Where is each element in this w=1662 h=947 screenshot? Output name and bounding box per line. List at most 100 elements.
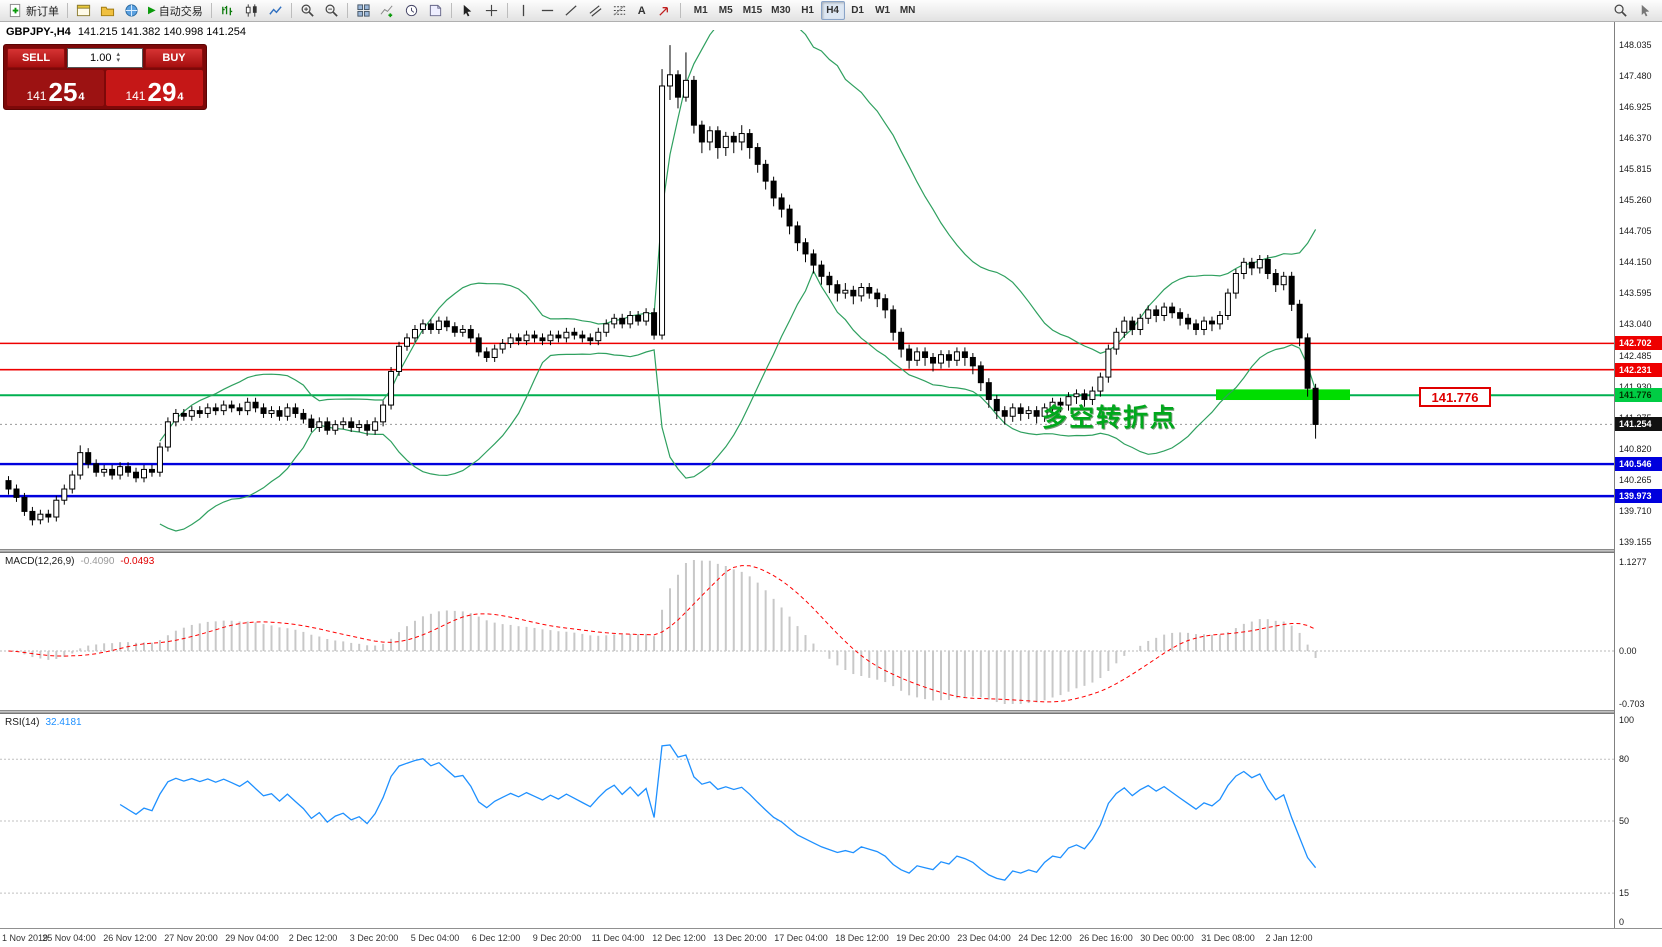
timeframe-d1-button[interactable]: D1 xyxy=(846,1,870,20)
horizontal-line-tool-button[interactable] xyxy=(536,1,559,20)
price-tick: 140.265 xyxy=(1619,474,1652,485)
rsi-tick: 0 xyxy=(1619,917,1625,927)
highlight-rectangle[interactable] xyxy=(1216,389,1350,401)
time-label: 13 Dec 20:00 xyxy=(713,933,767,943)
bollinger-bands xyxy=(159,30,1317,532)
vertical-line-tool-button[interactable] xyxy=(512,1,535,20)
line-chart-button[interactable] xyxy=(264,1,287,20)
price-tick: 148.035 xyxy=(1619,39,1652,50)
buy-price-base: 141 xyxy=(125,88,146,103)
candlestick-chart-button[interactable] xyxy=(240,1,263,20)
volume-value: 1.00 xyxy=(90,52,112,64)
charts-button[interactable] xyxy=(72,1,95,20)
sell-price[interactable]: 141 25 4 xyxy=(7,70,104,106)
indicators-button[interactable] xyxy=(376,1,399,20)
templates-icon xyxy=(429,4,441,17)
price-level-label[interactable]: 141.776 xyxy=(1419,387,1491,407)
sell-button[interactable]: SELL xyxy=(7,48,65,68)
price-tick: 146.925 xyxy=(1619,101,1652,112)
line-chart-icon xyxy=(269,6,282,15)
timeframe-w1-button[interactable]: W1 xyxy=(871,1,895,20)
horizontal-level-lines[interactable] xyxy=(0,342,1614,498)
profiles-button[interactable] xyxy=(96,1,119,20)
price-tick: 139.710 xyxy=(1619,505,1652,516)
toolbar-separator xyxy=(679,3,681,18)
periods-button[interactable] xyxy=(400,1,423,20)
panel-divider[interactable] xyxy=(0,710,1662,714)
timeframe-mn-button[interactable]: MN xyxy=(896,1,920,20)
buy-price[interactable]: 141 29 4 xyxy=(106,70,203,106)
search-button[interactable] xyxy=(1609,1,1632,20)
zoom-in-button[interactable] xyxy=(296,1,319,20)
macd-histogram xyxy=(0,560,1614,704)
candlestick-chart-icon xyxy=(245,4,257,17)
crosshair-tool-button[interactable] xyxy=(480,1,503,20)
vertical-line-icon xyxy=(522,4,524,17)
time-label: 23 Dec 04:00 xyxy=(957,933,1011,943)
time-label: 12 Dec 12:00 xyxy=(652,933,706,943)
panel-divider[interactable] xyxy=(0,549,1662,553)
price-tick: 141.930 xyxy=(1619,381,1652,392)
trendline-tool-button[interactable] xyxy=(560,1,583,20)
buy-price-point: 4 xyxy=(177,91,184,103)
time-label: 17 Dec 04:00 xyxy=(774,933,828,943)
price-axis[interactable]: 148.035 147.480 146.925 146.370 145.815 145.2… xyxy=(1614,22,1662,928)
autotrading-button[interactable]: ▶ 自动交易 xyxy=(144,1,207,20)
toolbar: 新订单 ▶ 自动交易 A M1 M5 M15 M30 H1 H4 D1 W1 MN xyxy=(0,0,1662,22)
timeframe-m1-button[interactable]: M1 xyxy=(689,1,713,20)
macd-indicator-label: MACD(12,26,9) -0.4090 -0.0493 xyxy=(5,556,154,567)
time-label: 25 Nov 04:00 xyxy=(42,933,96,943)
price-tick: 146.370 xyxy=(1619,133,1652,144)
candlesticks xyxy=(5,45,1319,526)
volume-input[interactable]: 1.00 ▴ ▾ xyxy=(67,48,143,68)
zoom-out-button[interactable] xyxy=(320,1,343,20)
clock-icon xyxy=(405,4,417,17)
templates-button[interactable] xyxy=(424,1,447,20)
time-label: 1 Nov 2019 xyxy=(2,933,49,943)
time-label: 3 Dec 20:00 xyxy=(349,933,399,943)
time-label: 18 Dec 12:00 xyxy=(835,933,889,943)
sell-price-point: 4 xyxy=(78,91,85,103)
time-label: 19 Dec 20:00 xyxy=(896,933,950,943)
text-tool-button[interactable]: A xyxy=(632,1,652,20)
price-tick: 147.480 xyxy=(1619,70,1652,81)
trendline-icon xyxy=(565,5,577,16)
text-tool-icon: A xyxy=(637,4,646,17)
toolbar-separator xyxy=(210,3,212,18)
chart-canvas[interactable] xyxy=(0,22,1614,947)
channel-tool-button[interactable] xyxy=(584,1,607,20)
spinner-up-icon[interactable]: ▴ xyxy=(116,51,120,58)
bar-chart-button[interactable] xyxy=(216,1,239,20)
tile-windows-icon xyxy=(357,4,370,17)
time-axis[interactable]: 1 Nov 2019 25 Nov 04:00 26 Nov 12:00 27 Nov… xyxy=(0,928,1662,947)
spinner-down-icon[interactable]: ▾ xyxy=(116,57,120,64)
timeframe-m5-button[interactable]: M5 xyxy=(714,1,738,20)
buy-button[interactable]: BUY xyxy=(145,48,203,68)
macd-tick: 1.1277 xyxy=(1619,557,1647,567)
pointer-button[interactable] xyxy=(1634,1,1657,20)
chart-window-icon xyxy=(76,4,91,17)
cursor-tool-button[interactable] xyxy=(456,1,479,20)
volume-spinner[interactable]: ▴ ▾ xyxy=(116,51,120,64)
timeframe-m30-button[interactable]: M30 xyxy=(767,1,794,20)
chart-annotation-text[interactable]: 多空转折点 xyxy=(1042,404,1178,432)
timeframe-m15-button[interactable]: M15 xyxy=(739,1,766,20)
time-label: 27 Nov 20:00 xyxy=(164,933,218,943)
fibonacci-tool-button[interactable] xyxy=(608,1,631,20)
price-tick: 139.155 xyxy=(1619,536,1652,547)
time-label: 2 Dec 12:00 xyxy=(288,933,338,943)
crosshair-icon xyxy=(485,4,497,17)
bar-chart-icon xyxy=(221,5,232,16)
arrow-tool-icon xyxy=(659,7,668,16)
price-tag: 139.973 xyxy=(1615,489,1662,504)
arrow-tool-button[interactable] xyxy=(653,1,676,20)
price-tag: 140.546 xyxy=(1615,457,1662,472)
data-window-button[interactable] xyxy=(120,1,143,20)
rsi-indicator-label: RSI(14) 32.4181 xyxy=(5,717,82,728)
ohlc-values: 141.215 141.382 140.998 141.254 xyxy=(77,26,247,38)
timeframe-h1-button[interactable]: H1 xyxy=(796,1,820,20)
new-order-button[interactable]: 新订单 xyxy=(4,1,63,20)
toolbar-separator xyxy=(290,3,292,18)
tile-windows-button[interactable] xyxy=(352,1,375,20)
timeframe-h4-button[interactable]: H4 xyxy=(820,1,845,20)
